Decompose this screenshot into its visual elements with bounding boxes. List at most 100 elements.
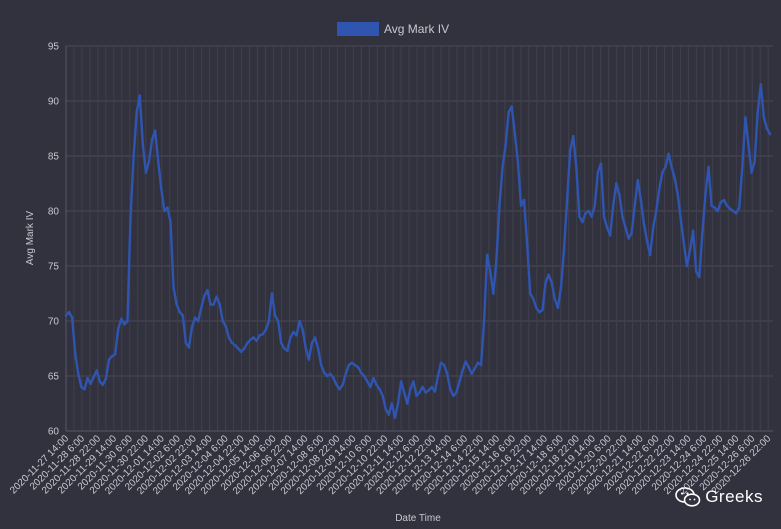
data-point[interactable] <box>160 187 163 191</box>
data-point[interactable] <box>221 319 225 323</box>
data-point[interactable] <box>445 372 449 376</box>
data-point[interactable] <box>525 242 529 246</box>
data-point[interactable] <box>531 297 535 301</box>
data-point[interactable] <box>129 215 132 218</box>
data-point[interactable] <box>289 336 292 339</box>
data-point[interactable] <box>353 363 357 367</box>
data-point[interactable] <box>70 316 74 320</box>
data-point[interactable] <box>405 402 409 405</box>
data-point[interactable] <box>402 391 406 394</box>
legend-label[interactable]: Avg Mark IV <box>384 22 449 36</box>
data-point[interactable] <box>673 176 676 180</box>
data-point[interactable] <box>246 341 249 345</box>
data-point[interactable] <box>319 363 323 367</box>
data-point[interactable] <box>369 385 372 389</box>
data-point[interactable] <box>731 209 735 213</box>
data-point[interactable] <box>501 165 504 169</box>
data-point[interactable] <box>224 325 228 328</box>
data-point[interactable] <box>243 347 246 350</box>
data-point[interactable] <box>682 242 686 246</box>
data-point[interactable] <box>697 275 701 279</box>
data-point[interactable] <box>381 394 384 398</box>
data-point[interactable] <box>310 341 314 345</box>
data-point[interactable] <box>107 358 111 361</box>
data-point[interactable] <box>341 383 344 387</box>
data-point[interactable] <box>172 286 175 290</box>
data-point[interactable] <box>664 165 667 169</box>
data-point[interactable] <box>498 204 501 207</box>
data-point[interactable] <box>565 198 569 202</box>
data-point[interactable] <box>630 231 633 235</box>
data-point[interactable] <box>166 206 169 209</box>
data-point[interactable] <box>365 380 369 383</box>
data-point[interactable] <box>762 116 766 119</box>
data-point[interactable] <box>614 182 618 185</box>
data-point[interactable] <box>482 319 486 323</box>
data-point[interactable] <box>433 390 437 393</box>
data-point[interactable] <box>113 352 117 356</box>
data-point[interactable] <box>492 292 495 295</box>
data-point[interactable] <box>252 336 255 339</box>
data-point[interactable] <box>618 193 621 196</box>
data-point[interactable] <box>120 317 123 321</box>
data-point[interactable] <box>279 341 283 345</box>
data-point[interactable] <box>156 160 160 163</box>
data-point[interactable] <box>750 171 753 174</box>
data-point[interactable] <box>633 204 637 207</box>
data-point[interactable] <box>621 215 624 218</box>
data-point[interactable] <box>286 349 289 353</box>
data-point[interactable] <box>725 204 729 207</box>
data-point[interactable] <box>452 394 455 398</box>
data-point[interactable] <box>83 387 86 391</box>
data-point[interactable] <box>467 365 471 369</box>
data-point[interactable] <box>276 319 280 323</box>
data-point[interactable] <box>101 383 105 387</box>
data-point[interactable] <box>559 286 563 290</box>
data-point[interactable] <box>722 198 726 202</box>
data-point[interactable] <box>307 358 311 361</box>
data-point[interactable] <box>602 215 606 218</box>
data-point[interactable] <box>639 198 643 202</box>
data-point[interactable] <box>347 363 351 367</box>
data-point[interactable] <box>701 231 704 235</box>
data-point[interactable] <box>507 110 510 114</box>
data-point[interactable] <box>651 226 655 229</box>
data-point[interactable] <box>282 347 286 350</box>
legend[interactable]: Avg Mark IV <box>337 22 449 36</box>
data-point[interactable] <box>737 206 741 209</box>
data-point[interactable] <box>442 363 446 367</box>
data-point[interactable] <box>359 371 363 375</box>
data-point[interactable] <box>550 281 554 284</box>
data-point[interactable] <box>362 374 366 378</box>
data-point[interactable] <box>123 323 126 326</box>
data-point[interactable] <box>747 143 750 147</box>
data-point[interactable] <box>233 343 237 347</box>
data-point[interactable] <box>556 306 560 310</box>
data-point[interactable] <box>261 332 265 336</box>
data-point[interactable] <box>667 152 670 156</box>
data-point[interactable] <box>608 233 612 237</box>
data-point[interactable] <box>153 129 157 132</box>
data-point[interactable] <box>581 220 584 224</box>
data-point[interactable] <box>335 383 338 387</box>
data-point[interactable] <box>513 132 517 136</box>
legend-swatch[interactable] <box>337 22 379 36</box>
data-point[interactable] <box>67 310 71 314</box>
data-point[interactable] <box>596 171 600 174</box>
data-point[interactable] <box>728 207 732 211</box>
data-point[interactable] <box>415 394 418 398</box>
data-point[interactable] <box>519 204 523 207</box>
data-point[interactable] <box>92 375 95 379</box>
data-point[interactable] <box>535 306 538 310</box>
data-point[interactable] <box>679 218 683 222</box>
data-point[interactable] <box>258 334 261 337</box>
data-point[interactable] <box>326 374 329 378</box>
data-point[interactable] <box>765 127 769 130</box>
data-point[interactable] <box>255 339 258 343</box>
data-point[interactable] <box>439 361 443 365</box>
data-point[interactable] <box>144 171 148 174</box>
data-point[interactable] <box>412 380 415 383</box>
data-point[interactable] <box>332 376 335 380</box>
data-point[interactable] <box>193 316 197 320</box>
data-point[interactable] <box>458 380 461 383</box>
